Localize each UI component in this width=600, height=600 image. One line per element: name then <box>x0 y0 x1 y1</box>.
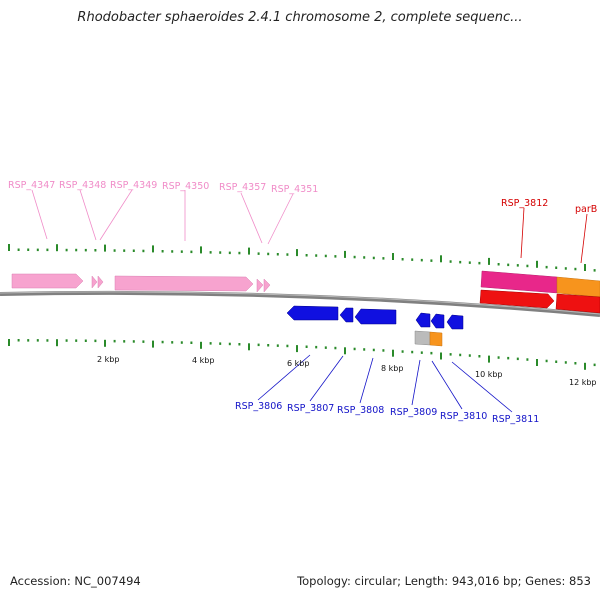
gene-RSP_3808[interactable] <box>354 308 397 325</box>
genome-summary-text: Topology: circular; Length: 943,016 bp; … <box>297 574 591 588</box>
pink-genes <box>11 273 271 293</box>
accession-text: Accession: NC_007494 <box>10 574 141 588</box>
scale-label-12kbp: 12 kbp <box>569 378 597 387</box>
right-genes <box>479 270 600 314</box>
gene-label-RSP_3811[interactable]: RSP_3811 <box>492 414 539 425</box>
gene-RSP_3809[interactable] <box>415 312 431 328</box>
gene-RSP_4348[interactable] <box>91 275 98 289</box>
scale-label-10kbp: 10 kbp <box>475 370 503 379</box>
scale-label-8kbp: 8 kbp <box>381 364 403 373</box>
gene-red-arrow[interactable] <box>479 289 555 309</box>
pink-labels: RSP_4347 RSP_4348 RSP_4349 RSP_4350 RSP_… <box>8 180 318 195</box>
gene-label-RSP_3807[interactable]: RSP_3807 <box>287 403 334 414</box>
pink-label-leaders <box>31 189 294 245</box>
gene-label-RSP_4349[interactable]: RSP_4349 <box>110 180 157 191</box>
gene-parB-orange[interactable] <box>556 276 600 298</box>
chromosome-backbone-highlight <box>0 291 600 315</box>
gene-RSP_4357[interactable] <box>256 278 264 293</box>
gene-RSP_4351[interactable] <box>263 278 271 293</box>
gene-label-RSP_3812[interactable]: RSP_3812 <box>501 198 548 209</box>
page-title: Rhodobacter sphaeroides 2.4.1 chromosome… <box>77 10 523 25</box>
gene-label-RSP_4348[interactable]: RSP_4348 <box>59 180 106 191</box>
gene-label-RSP_3808[interactable]: RSP_3808 <box>337 405 384 416</box>
gene-label-RSP_4350[interactable]: RSP_4350 <box>162 181 209 192</box>
blue-genes <box>286 305 464 347</box>
gene-label-RSP_3810[interactable]: RSP_3810 <box>440 411 487 422</box>
gene-RSP_3810[interactable] <box>430 313 445 329</box>
gene-RSP_3807[interactable] <box>339 307 354 323</box>
gene-red-arrow-2[interactable] <box>555 293 600 314</box>
gene-gray[interactable] <box>414 330 431 346</box>
gene-RSP_3812[interactable] <box>480 270 558 294</box>
blue-label-leaders <box>257 354 513 413</box>
scale-label-2kbp: 2 kbp <box>97 355 119 364</box>
gene-RSP_4347[interactable] <box>11 273 84 289</box>
blue-labels: RSP_3806 RSP_3807 RSP_3808 RSP_3809 RSP_… <box>235 401 539 425</box>
inner-tick-marks <box>8 339 596 370</box>
scale-label-6kbp: 6 kbp <box>287 359 309 368</box>
gene-RSP_4349-small[interactable] <box>97 275 104 289</box>
gene-RSP_4349[interactable] <box>114 275 254 292</box>
scale-label-4kbp: 4 kbp <box>192 356 214 365</box>
gene-orange-small[interactable] <box>429 331 443 347</box>
red-label-leaders <box>520 207 588 264</box>
gene-label-RSP_3809[interactable]: RSP_3809 <box>390 407 437 418</box>
red-labels: RSP_3812 parB <box>501 198 597 215</box>
gene-RSP_3811[interactable] <box>446 314 464 330</box>
gene-label-RSP_3806[interactable]: RSP_3806 <box>235 401 282 412</box>
chromosome-backbone <box>0 290 600 317</box>
gene-RSP_3806[interactable] <box>286 305 339 321</box>
gene-label-RSP_4351[interactable]: RSP_4351 <box>271 184 318 195</box>
scale-labels: 2 kbp 4 kbp 6 kbp 8 kbp 10 kbp 12 kbp <box>97 355 597 387</box>
gene-label-RSP_4357[interactable]: RSP_4357 <box>219 182 266 193</box>
gene-label-parB[interactable]: parB <box>575 204 597 215</box>
gene-label-RSP_4347[interactable]: RSP_4347 <box>8 180 55 191</box>
outer-tick-marks <box>8 244 596 272</box>
